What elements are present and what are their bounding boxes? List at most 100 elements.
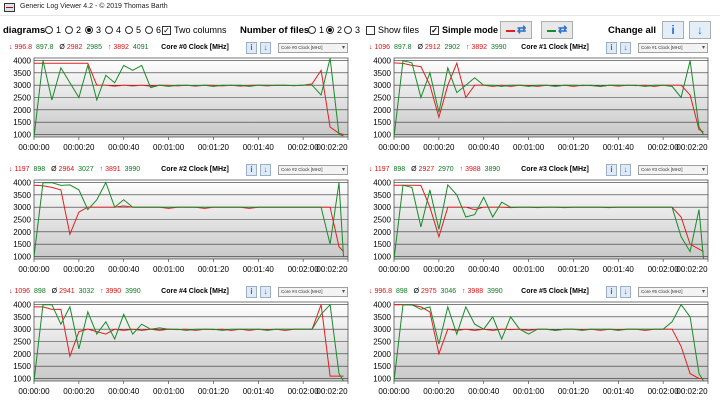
y-tick-label: 3500 — [373, 191, 391, 200]
down-arrow-icon: ↓ — [697, 23, 703, 37]
panel-download-button[interactable]: ↓ — [620, 286, 631, 298]
line-chart: 4000 3500 3000 2500 2000 1500 1000 00:00:00 00:0… — [373, 300, 709, 396]
y-tick-label: 1000 — [13, 375, 31, 384]
panel-download-button[interactable]: ↓ — [620, 164, 631, 176]
x-tick-label: 00:00:40 — [468, 387, 500, 396]
panel-download-button[interactable]: ↓ — [620, 42, 631, 54]
y-tick-label: 3500 — [373, 69, 391, 78]
diagram-panel-core-0: ↓ 996.8 897.8 Ø 2982 2985 ↑ 3892 4091 Core … — [2, 41, 358, 161]
panel-info-button[interactable]: i — [246, 164, 257, 176]
green-avg: 3032 — [78, 288, 95, 295]
panel-download-button[interactable]: ↓ — [260, 286, 271, 298]
x-tick-label: 00:01:40 — [243, 143, 275, 152]
red-min: 996.8 — [374, 288, 393, 295]
green-line-icon — [547, 30, 556, 32]
panel-info-button[interactable]: i — [246, 42, 257, 54]
sensor-select[interactable]: Core #4 Clock [MHz] — [278, 287, 348, 297]
files-radio-1[interactable]: 1 — [308, 25, 324, 35]
y-tick-label: 2500 — [13, 216, 31, 225]
info-icon: i — [610, 287, 613, 296]
file1-color-button[interactable]: ⇄ — [500, 21, 532, 39]
x-tick-label: 00:02:00 — [288, 265, 320, 274]
x-tick-label: 00:02:20 — [316, 265, 348, 274]
panel-info-button[interactable]: i — [606, 286, 617, 298]
min-arrow-icon: ↓ — [9, 166, 13, 173]
y-tick-label: 1500 — [13, 118, 31, 127]
diagrams-radio-3[interactable]: 3 — [85, 25, 101, 35]
y-tick-label: 3000 — [373, 325, 391, 334]
simple-mode-checkbox[interactable]: ✓ Simple mode — [430, 25, 499, 35]
x-tick-label: 00:01:00 — [513, 143, 545, 152]
x-tick-label: 00:00:40 — [108, 387, 140, 396]
x-tick-label: 00:00:40 — [108, 143, 140, 152]
series-line-file2 — [33, 181, 344, 257]
diagrams-radio-5[interactable]: 5 — [125, 25, 141, 35]
two-columns-checkbox[interactable]: ✓ Two columns — [162, 25, 227, 35]
x-tick-label: 00:00:00 — [18, 265, 50, 274]
x-tick-label: 00:01:20 — [198, 143, 230, 152]
down-arrow-icon: ↓ — [263, 165, 268, 174]
panel-info-button[interactable]: i — [606, 42, 617, 54]
diagrams-radio-6[interactable]: 6 — [145, 25, 161, 35]
sensor-select[interactable]: Core #3 Clock [MHz] — [638, 165, 708, 175]
files-radio-2[interactable]: 2 — [326, 25, 342, 35]
red-min: 1096 — [14, 288, 31, 295]
diagrams-radio-2[interactable]: 2 — [65, 25, 81, 35]
diagram-panel-core-3: ↓ 1197 898 Ø 2927 2970 ↑ 3988 3890 Core #3 … — [362, 163, 718, 283]
x-tick-label: 00:00:20 — [423, 143, 455, 152]
line-chart: 4000 3500 3000 2500 2000 1500 1000 00:00:00 00:0… — [13, 178, 349, 274]
sensor-select[interactable]: Core #0 Clock [MHz] — [278, 43, 348, 53]
x-tick-label: 00:00:40 — [468, 143, 500, 152]
sensor-select[interactable]: Core #1 Clock [MHz] — [638, 43, 708, 53]
info-icon: i — [610, 43, 613, 52]
x-tick-label: 00:01:40 — [603, 143, 635, 152]
sensor-select[interactable]: Core #2 Clock [MHz] — [278, 165, 348, 175]
y-tick-label: 2000 — [13, 106, 31, 115]
diagrams-radio-4[interactable]: 4 — [105, 25, 121, 35]
red-line-icon — [506, 30, 515, 32]
green-min: 898 — [34, 288, 46, 295]
y-tick-label: 3000 — [13, 325, 31, 334]
x-tick-label: 00:01:40 — [603, 265, 635, 274]
y-tick-label: 4000 — [13, 300, 31, 309]
download-button[interactable]: ↓ — [689, 21, 711, 39]
x-tick-label: 00:01:00 — [513, 265, 545, 274]
x-tick-label: 00:01:40 — [603, 387, 635, 396]
panel-info-button[interactable]: i — [606, 164, 617, 176]
y-tick-label: 1500 — [373, 240, 391, 249]
panel-download-button[interactable]: ↓ — [260, 164, 271, 176]
green-min: 897.8 — [35, 44, 54, 51]
x-tick-label: 00:00:00 — [378, 265, 410, 274]
y-tick-label: 3500 — [13, 313, 31, 322]
red-max: 3988 — [467, 288, 484, 295]
sensor-select[interactable]: Core #5 Clock [MHz] — [638, 287, 708, 297]
max-arrow-icon: ↑ — [457, 166, 464, 173]
red-avg: 2964 — [58, 166, 75, 173]
info-button[interactable]: i — [662, 21, 684, 39]
green-min: 897.8 — [394, 44, 412, 51]
window-title: Generic Log Viewer 4.2 - © 2019 Thomas B… — [20, 3, 168, 10]
red-max: 3988 — [465, 166, 481, 173]
avg-icon: Ø — [415, 44, 423, 51]
stats-line: ↓ 1197 898 Ø 2964 3027 ↑ 3891 3990 — [9, 166, 142, 173]
red-max: 3892 — [113, 44, 129, 51]
red-avg: 2912 — [424, 44, 441, 51]
x-tick-label: 00:02:00 — [648, 265, 680, 274]
green-max: 3990 — [487, 288, 503, 295]
diagrams-radio-1[interactable]: 1 — [45, 25, 61, 35]
diagram-panel-core-4: ↓ 1096 898 Ø 2941 3032 ↑ 3990 3990 Core #4 … — [2, 285, 358, 405]
panel-info-button[interactable]: i — [246, 286, 257, 298]
y-tick-label: 4000 — [373, 178, 391, 187]
x-tick-label: 00:01:00 — [153, 265, 185, 274]
green-avg: 3046 — [440, 288, 457, 295]
files-radio-3[interactable]: 3 — [344, 25, 360, 35]
file2-color-button[interactable]: ⇄ — [541, 21, 573, 39]
show-files-checkbox[interactable]: Show files — [366, 25, 419, 35]
info-icon: i — [671, 23, 675, 37]
x-tick-label: 00:01:40 — [243, 387, 275, 396]
avg-icon: Ø — [49, 288, 58, 295]
y-tick-label: 2500 — [13, 338, 31, 347]
red-min: 1096 — [374, 44, 391, 51]
panel-download-button[interactable]: ↓ — [260, 42, 271, 54]
y-tick-label: 2000 — [13, 228, 31, 237]
